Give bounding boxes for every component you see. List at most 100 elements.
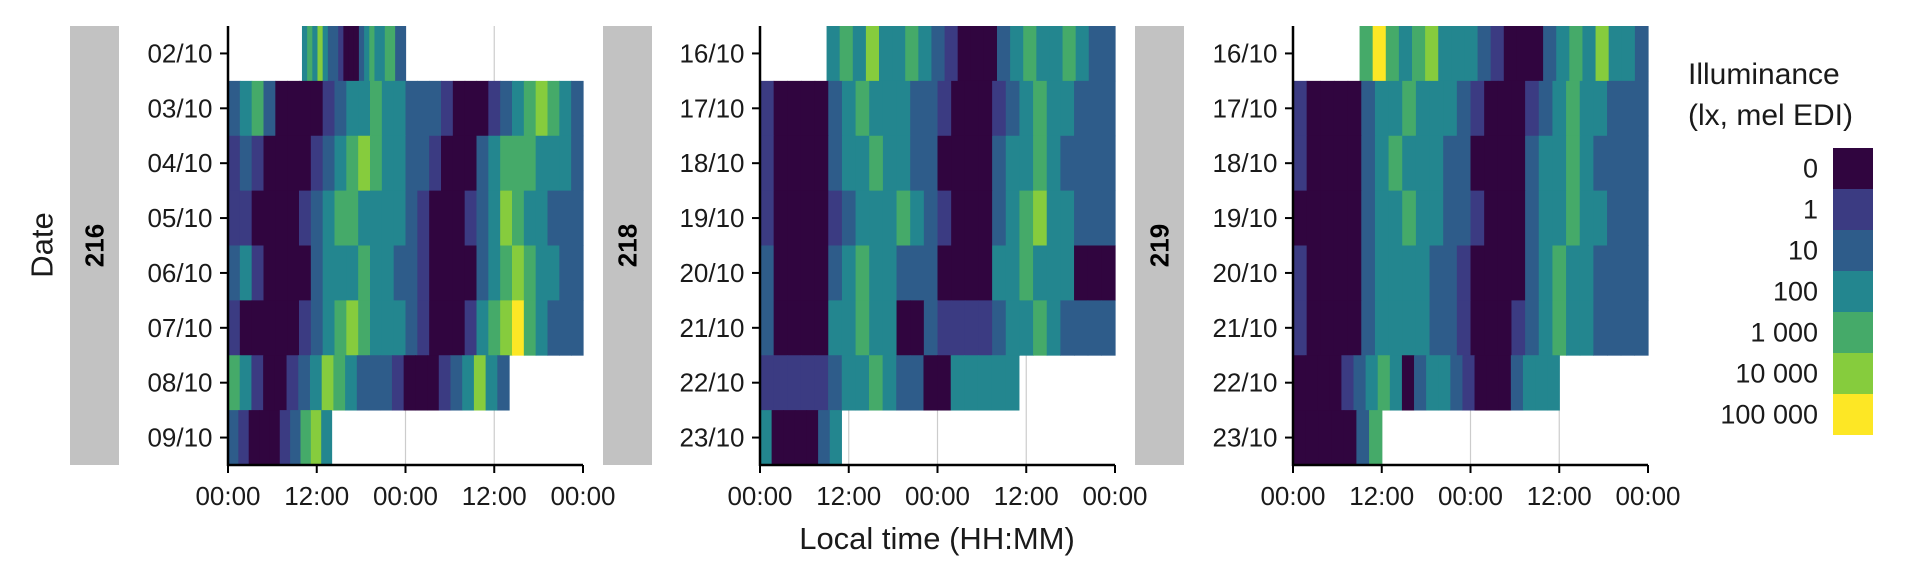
heatmap-cell <box>1293 80 1308 137</box>
heatmap-cell <box>500 80 513 137</box>
heatmap-cell <box>275 300 288 356</box>
heatmap-cell <box>523 135 537 192</box>
heatmap-cell <box>1538 190 1554 246</box>
heatmap-cell <box>869 80 884 137</box>
heatmap-cell <box>523 190 537 246</box>
heatmap-cell <box>535 190 549 246</box>
heatmap-cell <box>882 300 898 356</box>
heatmap-cell <box>391 355 405 411</box>
heatmap-cell <box>393 190 407 246</box>
heatmap-cell <box>239 80 253 137</box>
heatmap-cell <box>814 245 829 301</box>
heatmap-cell <box>1033 80 1048 137</box>
heatmap-cell <box>1369 410 1383 466</box>
heatmap-cell <box>500 190 513 246</box>
heatmap-cell <box>1552 245 1567 301</box>
heatmap-cell <box>369 26 376 82</box>
heatmap-cell <box>381 135 395 192</box>
heatmap-cell <box>896 80 911 137</box>
heatmap-cell <box>910 135 925 192</box>
heatmap-cell <box>1305 355 1318 411</box>
heatmap-cell <box>909 355 925 411</box>
heatmap-cell <box>1087 135 1102 192</box>
heatmap-cell <box>464 80 478 137</box>
date-label: 07/10 <box>147 313 212 343</box>
heatmap-cell <box>500 135 513 192</box>
heatmap-cell <box>464 300 478 356</box>
heatmap-cell <box>358 190 371 246</box>
heatmap-cell <box>855 355 870 411</box>
heatmap-cell <box>951 245 966 301</box>
heatmap-cell <box>1547 355 1560 411</box>
heatmap-cell <box>964 80 980 137</box>
heatmap-cell <box>923 135 939 192</box>
heatmap-cell <box>547 135 560 192</box>
heatmap-cell <box>393 300 407 356</box>
heatmap-cell <box>1607 190 1622 246</box>
heatmap-cell <box>1060 245 1075 301</box>
heatmap-cell <box>1074 245 1089 301</box>
x-tick-label: 00:00 <box>905 481 970 511</box>
heatmap-cell <box>287 80 300 137</box>
x-tick-label: 00:00 <box>195 481 260 511</box>
heatmap-cell <box>559 80 572 137</box>
heatmap-cell <box>944 26 959 82</box>
heatmap-cell <box>1552 135 1567 192</box>
date-label: 23/10 <box>1212 423 1277 453</box>
heatmap-cell <box>393 80 407 137</box>
heatmap-cell <box>1530 26 1544 82</box>
heatmap-cell <box>1005 135 1021 192</box>
heatmap-cell <box>263 300 276 356</box>
heatmap-cell <box>310 300 324 356</box>
heatmap-cell <box>1484 80 1499 137</box>
heatmap-cell <box>1607 135 1622 192</box>
heatmap-cell <box>1525 80 1540 137</box>
heatmap-cell <box>1477 26 1492 82</box>
heatmap-cell <box>333 355 346 411</box>
heatmap-cell <box>299 135 312 192</box>
heatmap-cell <box>299 300 312 356</box>
heatmap-cell <box>239 245 253 301</box>
date-label: 02/10 <box>147 38 212 68</box>
heatmap-cell <box>1470 245 1485 301</box>
heatmap-cell <box>346 190 359 246</box>
heatmap-cell <box>1511 80 1526 137</box>
heatmap-cell <box>379 26 386 82</box>
heatmap-cell <box>1318 410 1332 466</box>
heatmap-cell <box>1306 300 1321 356</box>
heatmap-cell <box>322 80 336 137</box>
heatmap-cell <box>760 190 775 246</box>
panel-219: 219 16/10 17/10 18/10 19/10 20/10 21/10 22/10 23… <box>1135 26 1681 511</box>
heatmap-cell <box>488 245 501 301</box>
heatmap-cell <box>452 135 466 192</box>
heatmap-cell <box>997 26 1011 82</box>
date-label: 19/10 <box>679 203 744 233</box>
heatmap-cell <box>322 26 329 82</box>
date-label: 06/10 <box>147 258 212 288</box>
heatmap-cell <box>800 80 816 137</box>
heatmap-cell <box>1333 80 1349 137</box>
heatmap-cell <box>322 245 336 301</box>
heatmap-cell <box>358 300 371 356</box>
heatmap-cell <box>239 135 253 192</box>
heatmap-cell <box>259 410 271 466</box>
date-label: 16/10 <box>679 38 744 68</box>
heatmap-cell <box>488 190 501 246</box>
heatmap-cell <box>1525 300 1540 356</box>
heatmap-cell <box>841 245 857 301</box>
heatmap-cell <box>1385 26 1400 82</box>
heatmap-cell <box>275 135 288 192</box>
heatmap-cell <box>429 135 442 192</box>
heatmap-cell <box>381 80 395 137</box>
heatmap-cell <box>298 355 311 411</box>
heatmap-cell <box>450 355 463 411</box>
heatmap-cell <box>1388 300 1403 356</box>
heatmap-cell <box>523 300 537 356</box>
heatmap-cell <box>1429 300 1444 356</box>
heatmap-cell <box>228 245 241 301</box>
heatmap-cell <box>310 245 324 301</box>
heatmap-cell <box>464 135 478 192</box>
x-axis-title: Local time (HH:MM) <box>799 521 1075 556</box>
heatmap-cell <box>1579 80 1594 137</box>
heatmap-cell <box>882 245 898 301</box>
